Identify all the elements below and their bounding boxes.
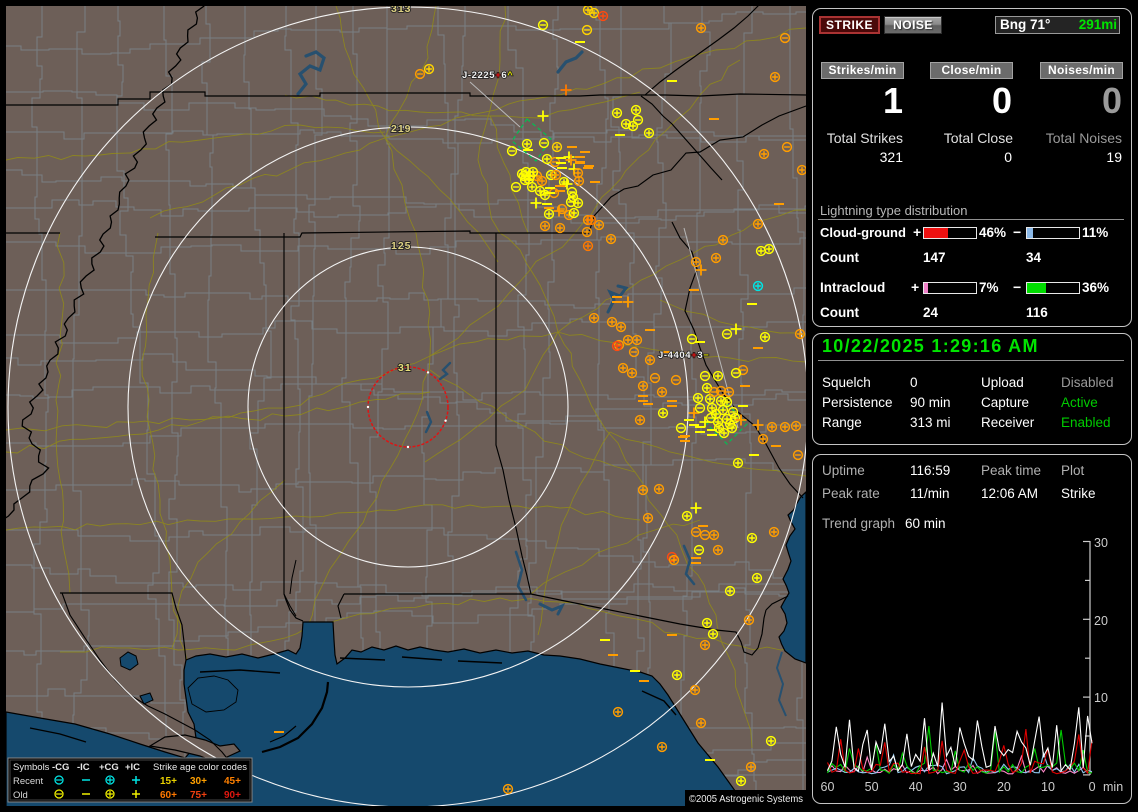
svg-text:20: 20: [997, 780, 1011, 794]
svg-text:30: 30: [953, 780, 967, 794]
svg-text:Old: Old: [13, 790, 28, 801]
svg-text:Recent: Recent: [13, 776, 43, 787]
svg-text:125: 125: [391, 240, 412, 252]
svg-text:60+: 60+: [160, 790, 177, 801]
svg-text:min: min: [1103, 780, 1123, 794]
svg-text:+IC: +IC: [125, 762, 140, 773]
svg-text:©2005 Astrogenic Systems: ©2005 Astrogenic Systems: [689, 794, 803, 805]
svg-text:Strike age color codes: Strike age color codes: [153, 762, 247, 773]
svg-text:0: 0: [1089, 780, 1096, 794]
svg-text:10: 10: [1041, 780, 1055, 794]
svg-text:30: 30: [1094, 536, 1108, 550]
svg-text:10: 10: [1094, 691, 1108, 705]
svg-text:60: 60: [821, 780, 835, 794]
svg-text:45+: 45+: [224, 776, 241, 787]
svg-text:-IC: -IC: [77, 762, 90, 773]
svg-text:75+: 75+: [190, 790, 207, 801]
svg-text:J-4404+3−: J-4404+3−: [658, 350, 709, 361]
svg-text:-CG: -CG: [52, 762, 69, 773]
svg-text:15+: 15+: [160, 776, 177, 787]
svg-text:Symbols: Symbols: [13, 762, 50, 773]
svg-text:219: 219: [391, 123, 412, 135]
svg-text:J-2225+6^: J-2225+6^: [462, 70, 513, 81]
svg-text:+CG: +CG: [99, 762, 119, 773]
svg-text:20: 20: [1094, 614, 1108, 628]
svg-text:30+: 30+: [190, 776, 207, 787]
svg-text:313: 313: [391, 3, 412, 15]
svg-text:50: 50: [865, 780, 879, 794]
svg-text:31: 31: [398, 362, 412, 374]
svg-text:40: 40: [909, 780, 923, 794]
svg-text:90+: 90+: [224, 790, 241, 801]
